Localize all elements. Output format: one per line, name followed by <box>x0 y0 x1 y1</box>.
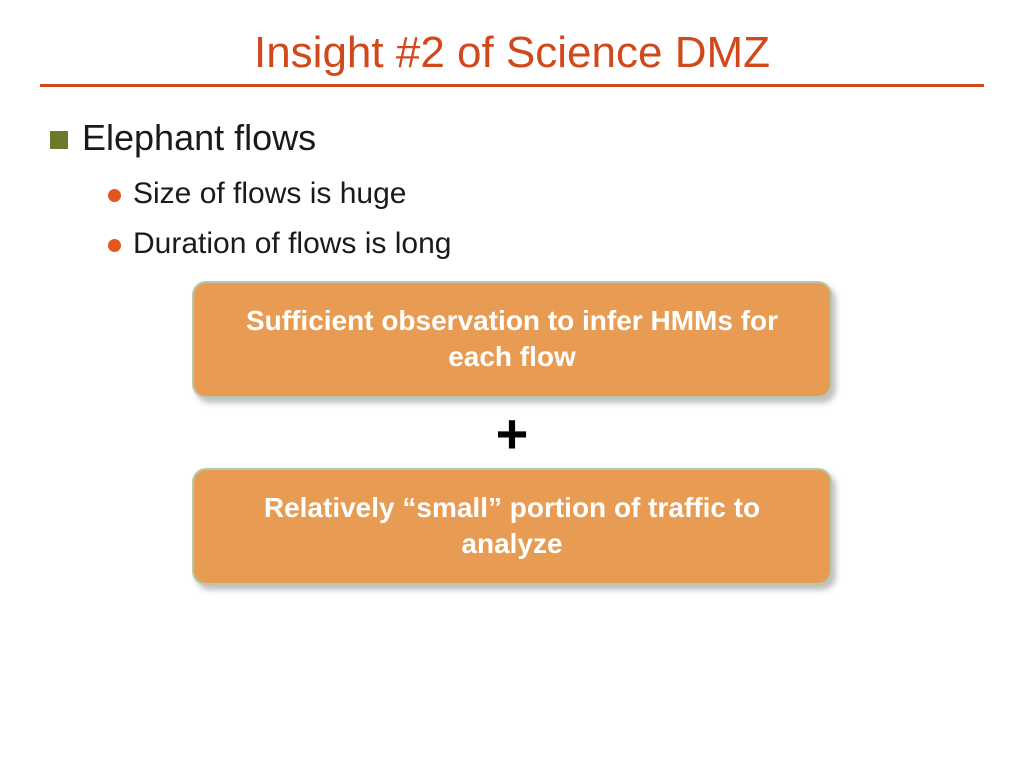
bullet-level2: Duration of flows is long <box>108 227 994 261</box>
bullet-level1: Elephant flows <box>50 117 994 159</box>
dot-bullet-icon <box>108 189 121 202</box>
slide-title: Insight #2 of Science DMZ <box>30 28 994 78</box>
slide: Insight #2 of Science DMZ Elephant flows… <box>0 0 1024 768</box>
plus-icon: + <box>496 406 529 462</box>
square-bullet-icon <box>50 131 68 149</box>
bullet-level2: Size of flows is huge <box>108 177 994 211</box>
bullet-level2-group: Size of flows is huge Duration of flows … <box>50 177 994 261</box>
callout-stack: Sufficient observation to infer HMMs for… <box>30 281 994 585</box>
callout-box-1: Sufficient observation to infer HMMs for… <box>192 281 832 398</box>
callout-box-2: Relatively “small” portion of traffic to… <box>192 468 832 585</box>
bullet-list: Elephant flows Size of flows is huge Dur… <box>30 117 994 261</box>
bullet-level2-text: Duration of flows is long <box>133 227 452 261</box>
dot-bullet-icon <box>108 239 121 252</box>
bullet-level1-text: Elephant flows <box>82 117 316 159</box>
title-divider <box>40 84 984 87</box>
bullet-level2-text: Size of flows is huge <box>133 177 406 211</box>
